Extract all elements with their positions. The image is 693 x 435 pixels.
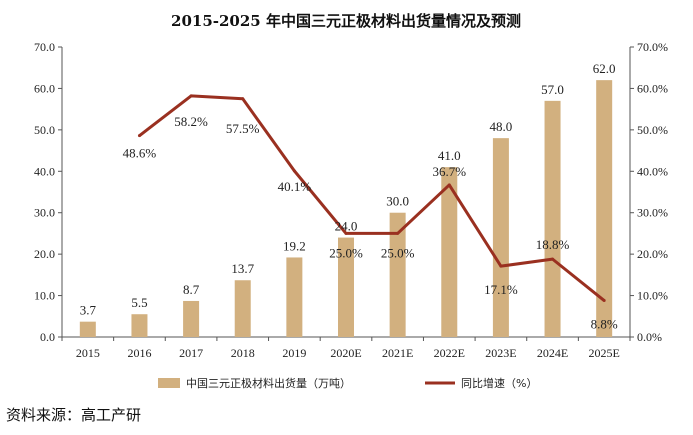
bar-series — [79, 80, 613, 338]
bar-value-label: 5.5 — [131, 295, 147, 310]
line-value-label: 58.2% — [174, 114, 208, 129]
legend: 中国三元正极材料出货量（万吨） 同比增速（%） — [158, 376, 537, 390]
bar-value-label: 24.0 — [335, 219, 358, 234]
bar-value-label: 19.2 — [283, 238, 306, 253]
bar — [596, 80, 613, 338]
x-tick-label: 2022E — [434, 346, 465, 360]
line-value-label: 57.5% — [226, 121, 260, 136]
line-point — [602, 299, 606, 303]
chart: 2015-2025 年中国三元正极材料出货量情况及预测 0.0 10.0 20.0 3… — [34, 12, 668, 390]
x-tick-label: 2017 — [179, 346, 203, 360]
left-tick-label: 70.0 — [34, 40, 55, 54]
right-tick-label: 60.0% — [637, 81, 668, 95]
line-value-label: 8.8% — [591, 317, 618, 332]
data-labels: 3.7 5.5 8.7 13.7 19.2 24.0 30.0 41.0 48.0 57.0 62.… — [80, 61, 618, 331]
bar-value-label: 48.0 — [490, 119, 513, 134]
bar — [234, 280, 251, 337]
line-value-label: 17.1% — [484, 282, 518, 297]
right-tick-label: 50.0% — [637, 123, 668, 137]
bar — [79, 321, 96, 337]
x-tick-label: 2020E — [330, 346, 361, 360]
legend-bar-label: 中国三元正极材料出货量（万吨） — [186, 376, 351, 390]
right-tick-label: 40.0% — [637, 164, 668, 178]
line-point — [551, 257, 555, 261]
bar-value-label: 8.7 — [183, 282, 200, 297]
source-note: 资料来源：高工产研 — [6, 406, 142, 424]
left-tick-label: 30.0 — [34, 206, 55, 220]
right-tick-label: 0.0% — [637, 330, 662, 344]
right-tick-label: 30.0% — [637, 206, 668, 220]
bar-value-label: 30.0 — [386, 194, 409, 209]
bar-value-label: 57.0 — [541, 82, 564, 97]
x-tick-label: 2018 — [231, 346, 255, 360]
right-tick-label: 70.0% — [637, 40, 668, 54]
bar — [286, 257, 303, 337]
line-value-label: 25.0% — [381, 245, 415, 260]
left-tick-label: 60.0 — [34, 81, 55, 95]
x-tick-label: 2024E — [537, 346, 568, 360]
line-series — [137, 94, 606, 303]
line-point — [344, 231, 348, 235]
x-tick-label: 2016 — [127, 346, 151, 360]
bar — [544, 100, 561, 337]
left-tick-label: 0.0 — [40, 330, 55, 344]
line-point — [137, 134, 141, 138]
line-value-label: 18.8% — [536, 237, 570, 252]
x-tick-label: 2019 — [282, 346, 306, 360]
bar — [441, 167, 458, 337]
line-point — [396, 231, 400, 235]
left-tick-label: 40.0 — [34, 164, 55, 178]
line-value-label: 25.0% — [329, 245, 363, 260]
axes: 0.0 10.0 20.0 30.0 40.0 50.0 60.0 70.0 0.0% 10.0%… — [34, 40, 668, 360]
legend-line-label: 同比增速（%） — [461, 376, 537, 390]
bar — [492, 138, 509, 337]
bar — [183, 300, 200, 337]
bar-value-label: 62.0 — [593, 61, 616, 76]
left-tick-label: 10.0 — [34, 289, 55, 303]
x-tick-label: 2023E — [485, 346, 516, 360]
line-point — [189, 94, 193, 98]
right-tick-label: 10.0% — [637, 289, 668, 303]
bar-value-label: 13.7 — [231, 261, 254, 276]
x-tick-label: 2025E — [589, 346, 620, 360]
bar-value-label: 3.7 — [80, 303, 97, 318]
growth-line — [138, 94, 606, 302]
line-value-label: 48.6% — [123, 146, 157, 161]
chart-title: 2015-2025 年中国三元正极材料出货量情况及预测 — [171, 12, 521, 30]
x-tick-label: 2015 — [76, 346, 100, 360]
line-point — [292, 169, 296, 173]
line-point — [241, 97, 245, 101]
left-tick-label: 50.0 — [34, 123, 55, 137]
bar-value-label: 41.0 — [438, 148, 461, 163]
bar — [338, 237, 354, 337]
bar — [389, 212, 406, 337]
x-tick-label: 2021E — [382, 346, 413, 360]
line-value-label: 36.7% — [432, 164, 466, 179]
legend-bar-swatch — [158, 378, 180, 388]
line-point — [447, 183, 451, 187]
bar — [131, 314, 148, 337]
left-tick-label: 20.0 — [34, 247, 55, 261]
line-point — [499, 264, 503, 268]
right-tick-label: 20.0% — [637, 247, 668, 261]
line-value-label: 40.1% — [278, 179, 312, 194]
